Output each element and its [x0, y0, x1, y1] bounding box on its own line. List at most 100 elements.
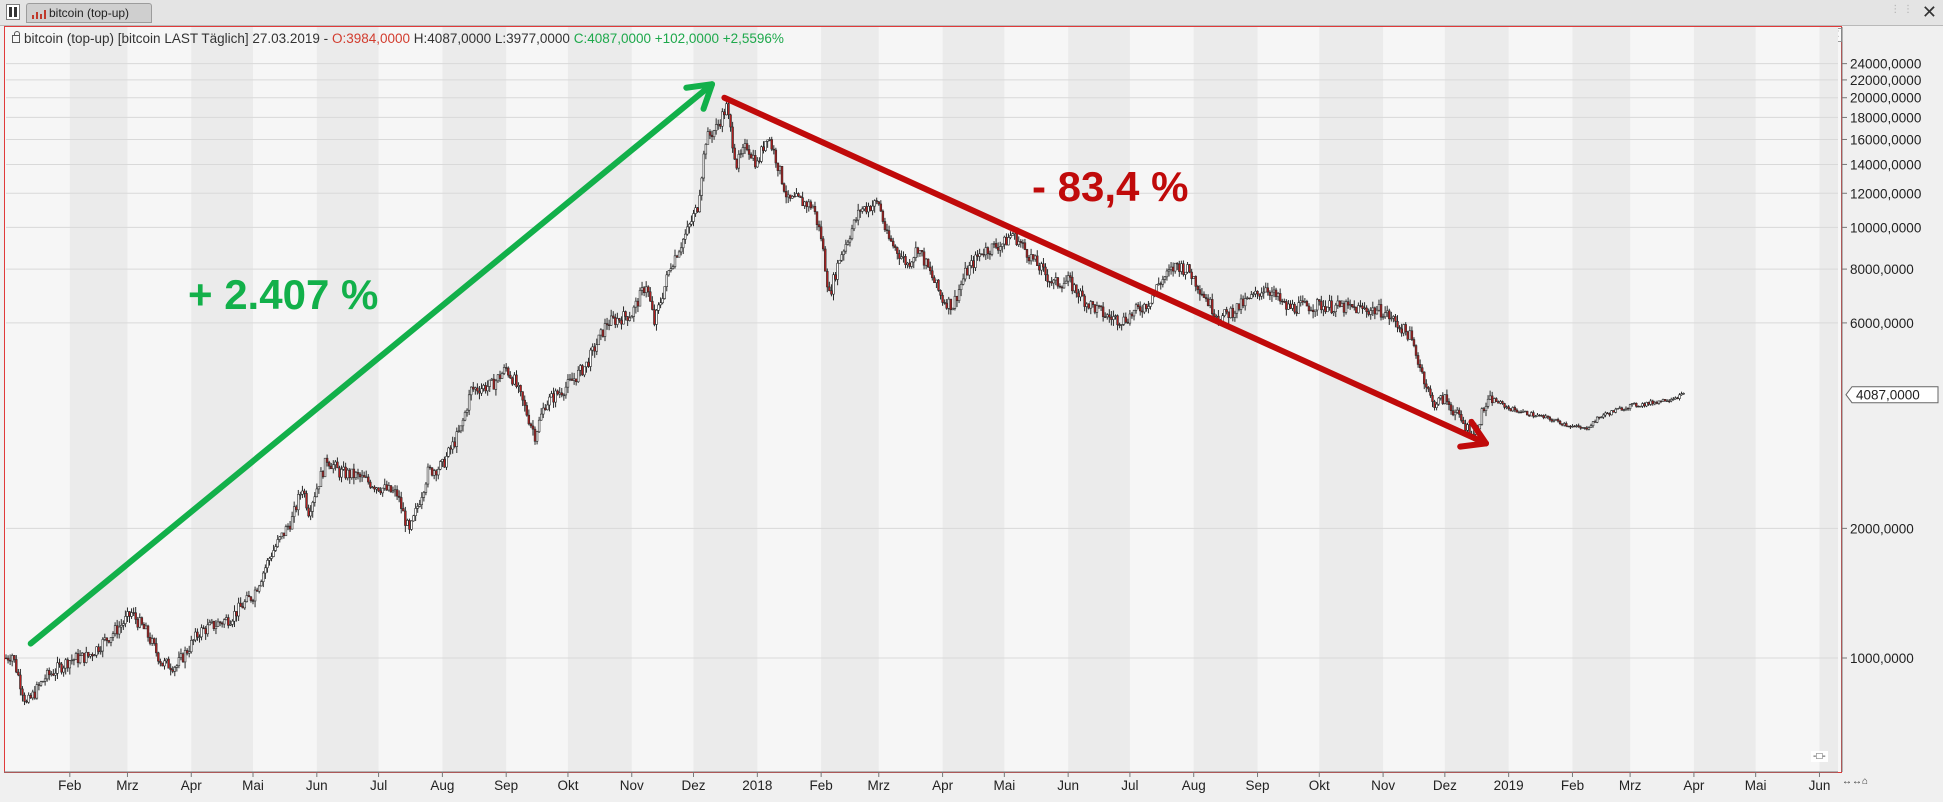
- candle-body: [1132, 309, 1136, 317]
- resize-dots-icon: ⋮ ⋮: [1890, 4, 1913, 15]
- candle-body: [1124, 316, 1127, 323]
- candle-body: [1266, 287, 1270, 293]
- candle-body: [1505, 406, 1508, 408]
- candle-body: [268, 558, 271, 561]
- candle-body: [237, 602, 240, 617]
- candle-body: [986, 247, 990, 254]
- candle-body: [1038, 265, 1041, 271]
- candle-body: [299, 493, 302, 496]
- candle-body: [1616, 408, 1619, 410]
- candle-body: [959, 284, 963, 291]
- candle-body: [1402, 324, 1405, 334]
- candle-body: [721, 111, 724, 127]
- candle-body: [1326, 306, 1329, 313]
- scale-toggle-button[interactable]: -□-: [1811, 751, 1828, 762]
- candle-body: [1246, 297, 1249, 300]
- candle-body: [558, 392, 561, 395]
- candle-body: [1509, 408, 1512, 412]
- candle-body: [1138, 306, 1142, 312]
- candle-body: [21, 688, 24, 696]
- candle-body: [41, 681, 45, 683]
- candle-body: [17, 671, 20, 676]
- candle-body: [1587, 427, 1591, 430]
- lock-icon[interactable]: [12, 31, 20, 43]
- candle-body: [1324, 306, 1327, 313]
- candle-body: [408, 520, 411, 530]
- candle-body: [867, 205, 870, 213]
- candle-body: [714, 124, 718, 131]
- candle-body: [560, 392, 563, 396]
- candle-body: [278, 536, 281, 540]
- candle-body: [620, 319, 623, 325]
- candle-body: [1550, 419, 1554, 422]
- candle-body: [33, 691, 37, 699]
- candle-body: [15, 659, 18, 673]
- candle-body: [1054, 277, 1057, 281]
- candle-body: [583, 366, 586, 376]
- candle-body: [120, 624, 123, 628]
- candle-body: [1406, 331, 1409, 340]
- candle-body: [957, 289, 961, 302]
- candle-body: [1130, 313, 1134, 317]
- candle-body: [183, 650, 187, 663]
- candle-body: [609, 315, 613, 326]
- candle-body: [517, 385, 520, 387]
- candle-body: [387, 485, 391, 491]
- candle-body: [1287, 303, 1290, 310]
- candle-body: [1565, 423, 1568, 427]
- x-tick-label: Apr: [932, 778, 954, 793]
- candle-body: [1007, 237, 1010, 246]
- candle-body: [1394, 316, 1397, 322]
- candle-body: [89, 654, 92, 657]
- candle-body: [1301, 300, 1305, 303]
- candle-body: [1507, 406, 1510, 410]
- x-tick-label: Feb: [810, 778, 833, 793]
- candle-body: [1252, 293, 1255, 296]
- candle-body: [955, 295, 959, 302]
- y-tick-label: 24000,0000: [1850, 57, 1921, 72]
- candle-body: [828, 286, 831, 291]
- candle-body: [1418, 364, 1422, 369]
- candle-body: [628, 317, 631, 321]
- candle-body: [1283, 301, 1286, 303]
- candle-body: [260, 581, 263, 587]
- candle-body: [1299, 300, 1302, 303]
- candle-body: [1330, 300, 1333, 314]
- candle-body: [70, 659, 74, 662]
- close-change-value: C:4087,0000 +102,0000 +2,5596%: [573, 31, 784, 46]
- candle-body: [6, 657, 10, 661]
- candle-body: [31, 691, 34, 699]
- tab-bitcoin[interactable]: bitcoin (top-up): [26, 3, 152, 23]
- candle-body: [463, 412, 467, 421]
- candle-body: [379, 490, 382, 494]
- candle-body: [507, 367, 510, 376]
- pause-icon[interactable]: [6, 4, 20, 20]
- candle-body: [725, 103, 728, 116]
- candle-body: [768, 139, 771, 141]
- candle-body: [1157, 283, 1160, 285]
- candle-body: [204, 628, 207, 635]
- navigation-buttons[interactable]: ↔↔⌂: [1842, 776, 1869, 787]
- candle-body: [490, 378, 493, 381]
- candle-body: [1169, 266, 1173, 270]
- candle-body: [819, 226, 823, 240]
- candle-body: [1379, 304, 1383, 318]
- candle-body: [640, 287, 644, 291]
- candle-body: [132, 612, 135, 614]
- candle-body: [766, 139, 769, 142]
- candle-body: [743, 143, 747, 148]
- candle-body: [988, 253, 992, 255]
- candle-body: [1285, 301, 1288, 310]
- candle-body: [922, 251, 926, 266]
- candle-body: [1626, 407, 1630, 410]
- x-tick-label: Feb: [1561, 778, 1584, 793]
- candle-body: [142, 623, 146, 630]
- candle-body: [87, 651, 90, 657]
- window-close-icon[interactable]: ✕: [1921, 2, 1937, 22]
- candle-body: [1318, 299, 1321, 302]
- candle-body: [222, 619, 226, 625]
- candle-body: [192, 639, 195, 642]
- candle-body: [1427, 387, 1430, 390]
- candle-body: [220, 622, 224, 625]
